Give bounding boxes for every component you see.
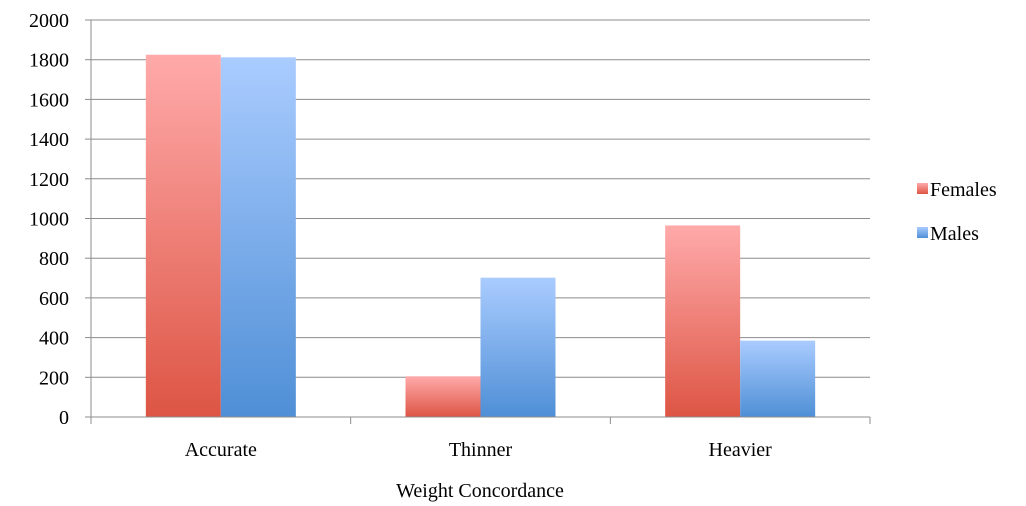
y-tick-label: 0 [59, 407, 69, 429]
bar-females-accurate [145, 54, 221, 418]
x-category-labels: Accurate Thinner Heavier [185, 439, 772, 461]
bar-males-heavier [740, 340, 816, 417]
y-tick-label: 2000 [29, 10, 69, 32]
y-tick-label: 400 [39, 328, 69, 350]
x-category-label: Thinner [449, 439, 513, 461]
x-category-label: Accurate [185, 439, 257, 461]
bars [145, 54, 816, 418]
bar-males-thinner [480, 277, 556, 417]
legend-label-males: Males [930, 223, 979, 245]
y-tick-label: 1800 [29, 50, 69, 72]
y-tick-labels: 0 200 400 600 800 1000 1200 1400 1600 1800 2000 [29, 10, 69, 429]
bar-females-heavier [665, 225, 741, 417]
legend-label-females: Females [930, 179, 997, 201]
legend: Females Males [917, 179, 997, 245]
bar-males-accurate [220, 57, 296, 418]
bar-females-thinner [405, 376, 481, 417]
x-axis-title: Weight Concordance [396, 480, 564, 502]
legend-swatch-females [917, 183, 928, 194]
y-tick-label: 600 [39, 288, 69, 310]
y-tick-label: 200 [39, 367, 69, 389]
y-tick-label: 1000 [29, 209, 69, 231]
x-category-label: Heavier [709, 439, 773, 461]
legend-swatch-males [917, 227, 928, 238]
y-tick-label: 800 [39, 248, 69, 270]
axes [90, 20, 871, 424]
y-tick-label: 1200 [29, 169, 69, 191]
y-tick-label: 1400 [29, 129, 69, 151]
y-tick-label: 1600 [29, 89, 69, 111]
